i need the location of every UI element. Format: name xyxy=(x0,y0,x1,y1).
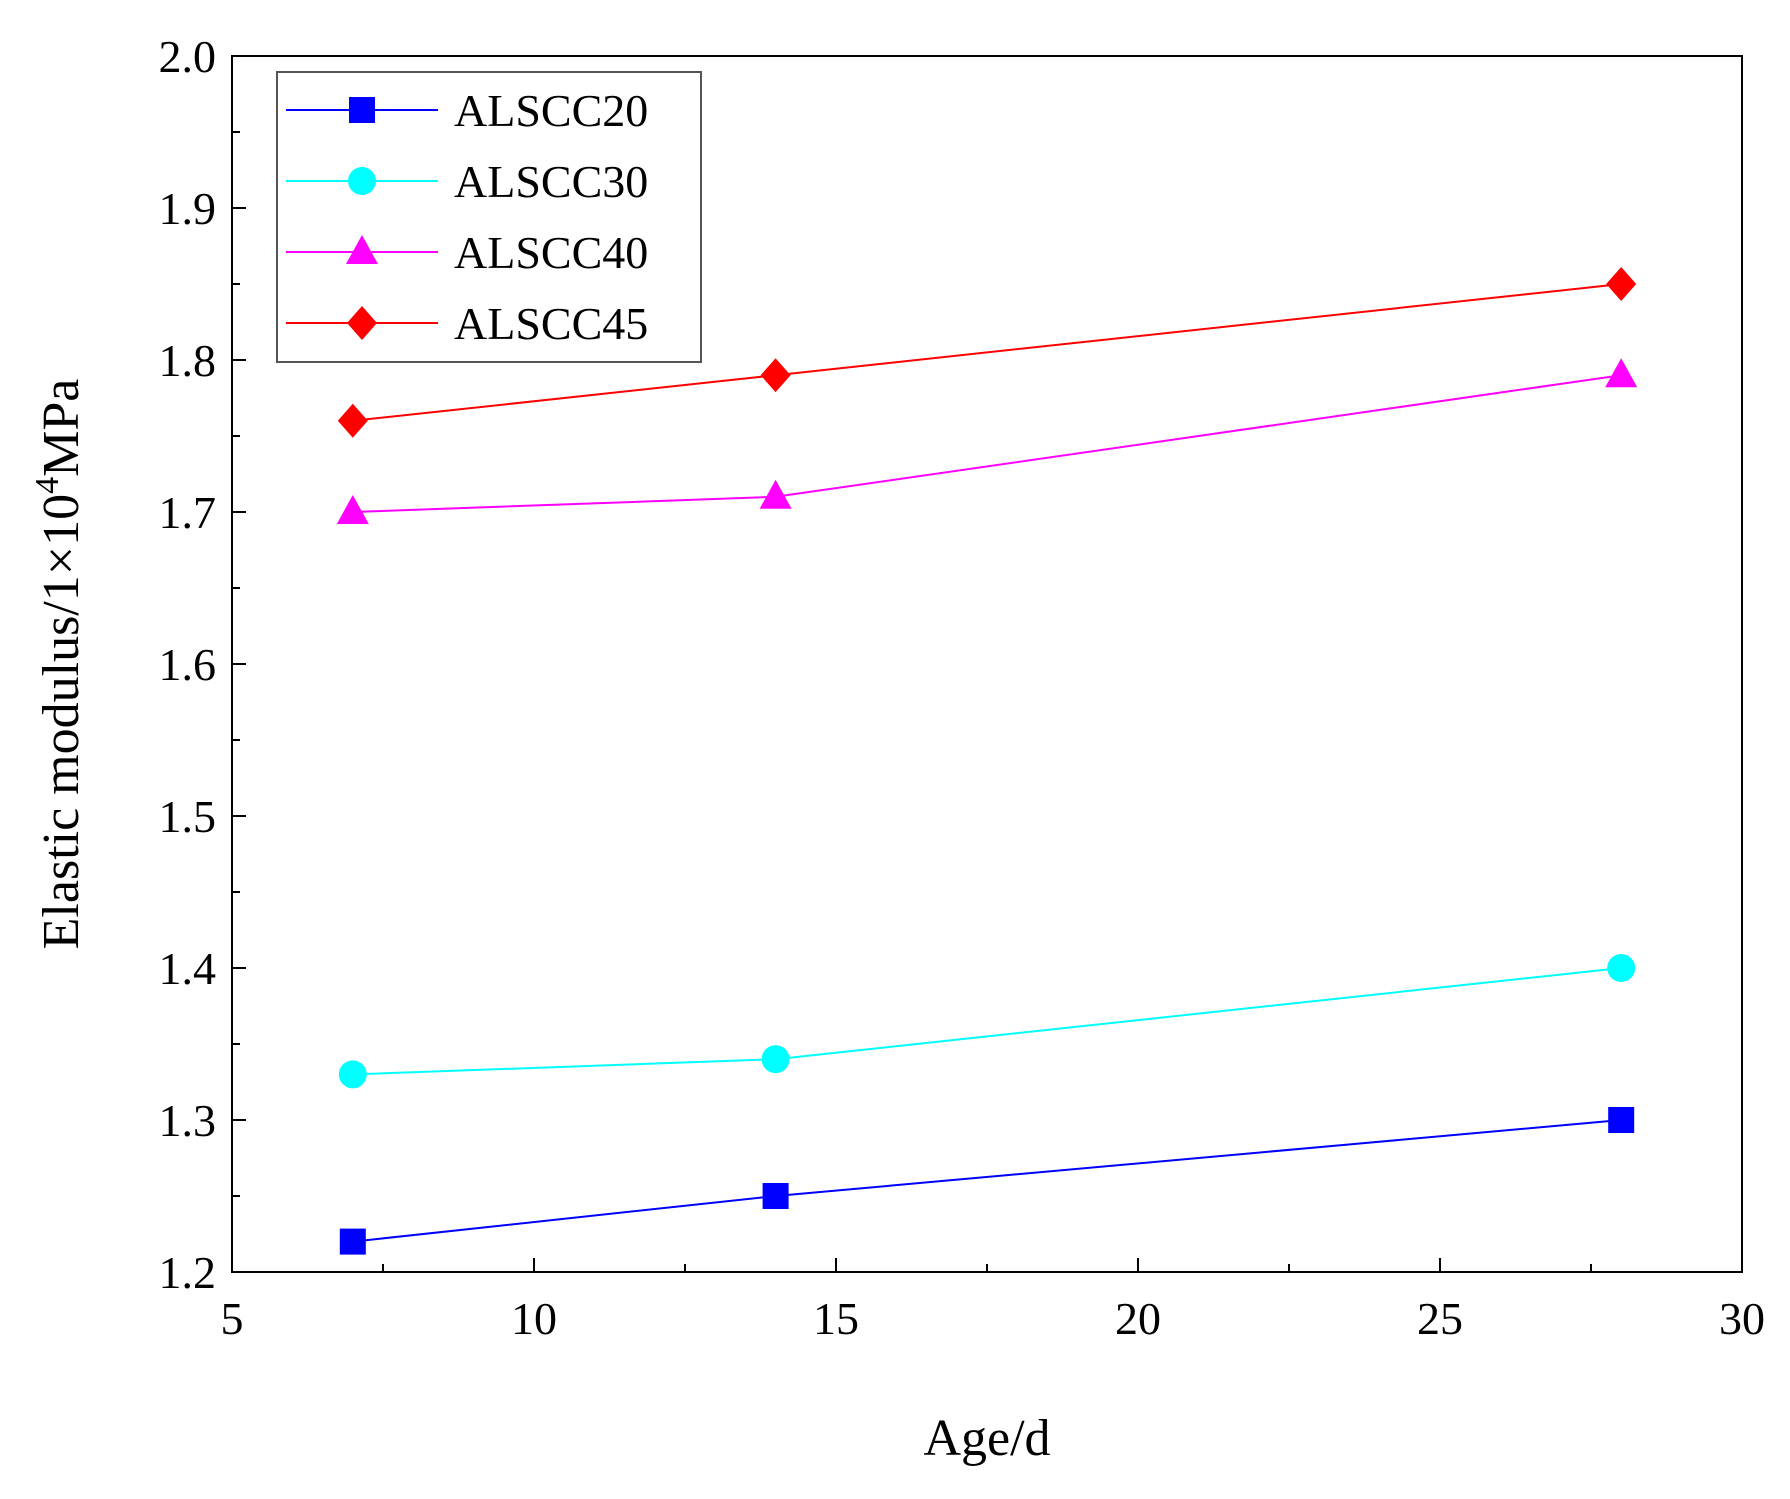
y-axis-title-suffix: MPa xyxy=(33,379,90,477)
y-tick-label: 1.7 xyxy=(159,487,217,538)
x-tick-label: 5 xyxy=(221,1293,244,1344)
legend-entry: ALSCC20 xyxy=(286,85,648,136)
legend-marker xyxy=(346,235,378,264)
legend-entry: ALSCC30 xyxy=(286,156,648,207)
y-tick-label: 1.9 xyxy=(159,183,217,234)
data-point-marker xyxy=(1606,267,1637,301)
data-point-marker xyxy=(337,403,368,438)
series-alscc30 xyxy=(338,954,1636,1089)
data-point-marker xyxy=(338,1060,367,1089)
y-tick-label: 1.8 xyxy=(159,335,217,386)
legend-box xyxy=(276,71,702,363)
x-tick-label: 10 xyxy=(511,1293,557,1344)
series-alscc40 xyxy=(336,358,1638,524)
legend-entry: ALSCC40 xyxy=(286,227,648,278)
legend-entry: ALSCC45 xyxy=(286,298,648,349)
legend-label: ALSCC30 xyxy=(454,156,648,207)
data-point-marker xyxy=(339,1228,366,1255)
x-tick-label: 30 xyxy=(1719,1293,1765,1344)
y-tick-label: 1.3 xyxy=(159,1095,217,1146)
tick-labels: 5 10 15 20 25 30 1.2 1.3 1.4 1.5 1.6 1.7 1.8 1.9 2.0 xyxy=(159,31,1766,1344)
y-axis-title: Elastic modulus/1×104MPa xyxy=(29,379,90,950)
y-axis-title-superscript: 4 xyxy=(29,477,66,494)
y-tick-label: 1.2 xyxy=(159,1247,217,1298)
x-tick-label: 25 xyxy=(1417,1293,1463,1344)
series-layer xyxy=(336,267,1638,1255)
legend-label: ALSCC20 xyxy=(454,85,648,136)
y-tick-label: 1.4 xyxy=(159,943,217,994)
data-point-marker xyxy=(760,358,791,393)
data-point-marker xyxy=(759,479,792,509)
legend-marker xyxy=(347,306,377,340)
legend-marker xyxy=(348,167,376,195)
data-point-marker xyxy=(1608,1107,1635,1133)
legend-marker xyxy=(349,97,375,123)
data-point-marker xyxy=(1605,358,1638,388)
y-tick-label: 1.6 xyxy=(159,639,217,690)
axis-ticks xyxy=(231,55,1743,1273)
x-tick-label: 20 xyxy=(1115,1293,1161,1344)
data-point-marker xyxy=(336,495,369,524)
legend-label: ALSCC45 xyxy=(454,298,648,349)
x-tick-label: 15 xyxy=(813,1293,859,1344)
series-alscc45 xyxy=(337,267,1637,438)
data-point-marker xyxy=(762,1183,789,1209)
legend-label: ALSCC40 xyxy=(454,227,648,278)
data-point-marker xyxy=(761,1045,790,1074)
y-axis-title-prefix: Elastic modulus/1×10 xyxy=(33,494,90,949)
data-point-marker xyxy=(1607,954,1636,982)
y-tick-label: 1.5 xyxy=(159,791,217,842)
x-axis-title: Age/d xyxy=(923,1410,1050,1467)
y-tick-label: 2.0 xyxy=(159,31,217,82)
series-alscc20 xyxy=(339,1107,1635,1255)
legend: ALSCC20 ALSCC30 ALSCC40 ALSCC45 xyxy=(276,71,702,363)
